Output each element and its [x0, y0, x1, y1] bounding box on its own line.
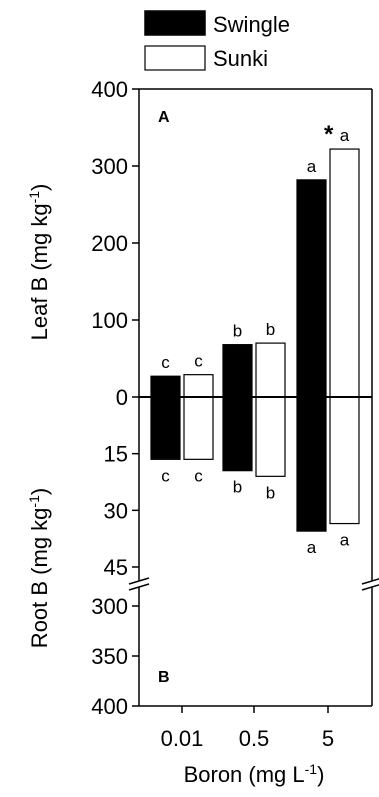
panel-label-a: A — [158, 109, 170, 126]
letter-leaf-swingle-0.5: b — [233, 322, 242, 341]
letter-leaf-sunki-5: a — [340, 126, 350, 145]
letter-root-sunki-0.5: b — [266, 483, 275, 502]
bar-group — [150, 148, 360, 532]
panel-label-b: B — [158, 669, 170, 686]
y-tick-leaf-100: 100 — [91, 308, 128, 333]
letter-leaf-swingle-5: a — [307, 157, 317, 176]
plot-frame — [128, 88, 379, 707]
legend-label-sunki: Sunki — [213, 46, 268, 71]
legend: Swingle Sunki — [144, 10, 290, 71]
letter-leaf-sunki-0.01: c — [194, 352, 203, 371]
y-tick-root-15: 15 — [104, 442, 128, 467]
letter-root-swingle-5: a — [307, 538, 317, 557]
bar-leaf-swingle-0.01 — [150, 375, 181, 398]
significance-asterisk: * — [324, 121, 334, 148]
y-tick-leaf-400: 400 — [91, 77, 128, 102]
y-axis-label-root: Root B (mg kg-1) — [26, 488, 52, 648]
letter-root-sunki-0.01: c — [194, 466, 203, 485]
bar-root-sunki-0.5 — [255, 396, 286, 477]
bar-root-swingle-0.5 — [222, 396, 253, 472]
y-tick-leaf-200: 200 — [91, 231, 128, 256]
legend-swatch-swingle — [144, 10, 206, 36]
bar-root-swingle-5 — [296, 396, 327, 532]
tick-group: 0 100 200 300 400 15 30 45 300 350 400 0.01 0.5 5 — [91, 77, 334, 751]
letter-root-swingle-0.5: b — [233, 478, 242, 497]
axis-break-left-2 — [128, 583, 150, 591]
bar-leaf-sunki-5 — [329, 148, 360, 398]
x-tick-label-0.01: 0.01 — [161, 726, 204, 751]
bar-leaf-swingle-5 — [296, 179, 327, 398]
y-axis-label-leaf: Leaf B (mg kg-1) — [26, 184, 52, 341]
x-tick-label-5: 5 — [322, 726, 334, 751]
x-tick-label-0.5: 0.5 — [239, 726, 270, 751]
legend-swatch-sunki — [144, 45, 206, 71]
y-tick-root-45: 45 — [104, 555, 128, 580]
axis-break-right-1 — [361, 578, 379, 585]
bar-leaf-sunki-0.5 — [255, 342, 286, 398]
legend-label-swingle: Swingle — [213, 12, 290, 37]
letter-leaf-swingle-0.01: c — [161, 353, 170, 372]
bar-root-sunki-5 — [329, 396, 360, 525]
y-tick-leaf-300: 300 — [91, 154, 128, 179]
letter-group: c c c c b b b b a a a a — [161, 126, 350, 557]
letter-root-swingle-0.01: c — [161, 466, 170, 485]
bar-root-swingle-0.01 — [150, 396, 181, 460]
y-tick-root-lower-350: 350 — [91, 644, 128, 669]
bar-leaf-sunki-0.01 — [183, 374, 214, 398]
y-tick-leaf-0: 0 — [116, 385, 128, 410]
bar-root-sunki-0.01 — [183, 396, 214, 460]
bar-leaf-swingle-0.5 — [222, 344, 253, 398]
x-axis-label: Boron (mg L-1) — [184, 761, 325, 787]
axis-break-left-1 — [128, 577, 150, 585]
y-tick-root-lower-300: 300 — [91, 594, 128, 619]
letter-leaf-sunki-0.5: b — [266, 320, 275, 339]
y-tick-root-lower-400: 400 — [91, 694, 128, 719]
letter-root-sunki-5: a — [340, 531, 350, 550]
axis-break-right-2 — [361, 584, 379, 591]
y-tick-root-30: 30 — [104, 498, 128, 523]
